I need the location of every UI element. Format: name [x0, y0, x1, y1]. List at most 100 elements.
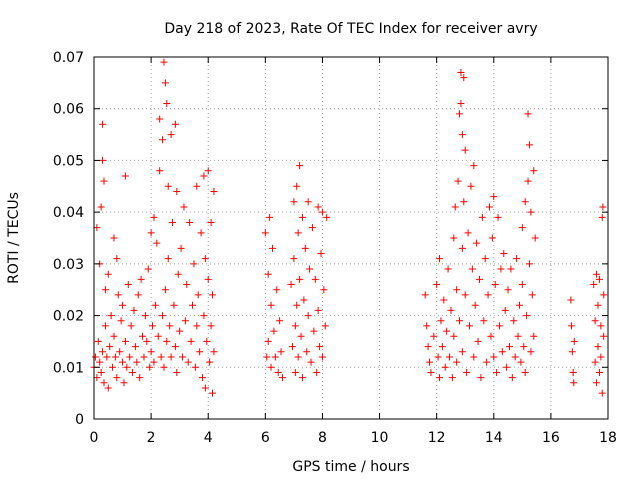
data-point	[293, 301, 301, 309]
data-point	[144, 265, 152, 273]
data-point	[591, 358, 599, 366]
data-point	[491, 281, 499, 289]
data-point	[456, 110, 464, 118]
data-point	[598, 213, 606, 221]
y-tick-label: 0.02	[53, 309, 84, 325]
data-point	[199, 374, 207, 382]
data-point	[500, 250, 508, 258]
data-point	[426, 358, 434, 366]
data-point	[99, 348, 107, 356]
data-point	[167, 353, 175, 361]
data-point	[100, 177, 108, 185]
data-point	[173, 187, 181, 195]
data-point	[518, 224, 526, 232]
data-point	[296, 275, 304, 283]
data-point	[569, 368, 577, 376]
data-point	[446, 353, 454, 361]
data-point	[147, 348, 155, 356]
data-point	[200, 312, 208, 320]
data-point	[193, 182, 201, 190]
data-point	[436, 374, 444, 382]
x-tick-label: 10	[371, 430, 389, 446]
data-point	[93, 374, 101, 382]
data-point	[453, 286, 461, 294]
data-point	[277, 348, 285, 356]
data-point	[267, 363, 275, 371]
data-point	[167, 131, 175, 139]
data-point	[493, 368, 501, 376]
data-point	[99, 120, 107, 128]
data-point	[494, 213, 502, 221]
data-point	[530, 332, 538, 340]
data-point	[270, 327, 278, 335]
data-point	[94, 337, 102, 345]
data-point	[590, 281, 598, 289]
data-point	[207, 218, 215, 226]
data-point	[598, 389, 606, 397]
data-point	[471, 301, 479, 309]
data-point	[303, 348, 311, 356]
data-point	[136, 374, 144, 382]
data-point	[140, 353, 148, 361]
data-point	[468, 265, 476, 273]
data-point	[461, 291, 469, 299]
data-point	[490, 353, 498, 361]
data-point	[570, 337, 578, 345]
data-point	[490, 193, 498, 201]
data-point	[268, 244, 276, 252]
y-tick-label: 0.06	[53, 102, 84, 118]
data-point	[447, 306, 455, 314]
data-point	[463, 368, 471, 376]
data-point	[170, 301, 178, 309]
data-point	[595, 275, 603, 283]
data-point	[434, 353, 442, 361]
data-point	[458, 131, 466, 139]
data-point	[161, 286, 169, 294]
data-point	[483, 358, 491, 366]
data-point	[159, 312, 167, 320]
data-point	[278, 374, 286, 382]
data-point	[467, 182, 475, 190]
data-point	[476, 275, 483, 283]
data-point	[520, 343, 528, 351]
data-point	[296, 162, 304, 170]
data-point	[440, 296, 448, 304]
x-tick-label: 14	[485, 430, 503, 446]
data-point	[161, 79, 169, 87]
data-point	[457, 100, 465, 108]
data-point	[97, 203, 105, 211]
data-point	[514, 332, 522, 340]
data-point	[201, 384, 209, 392]
data-point	[164, 182, 172, 190]
data-point	[487, 332, 495, 340]
data-point	[196, 348, 204, 356]
data-point	[126, 353, 134, 361]
data-point	[424, 343, 432, 351]
data-point	[131, 343, 139, 351]
axis-ticks	[93, 56, 609, 420]
data-point	[117, 317, 125, 325]
data-point	[528, 291, 536, 299]
data-point	[271, 353, 279, 361]
data-point	[458, 244, 466, 252]
data-point	[443, 327, 451, 335]
data-point	[530, 167, 538, 175]
data-point	[311, 275, 319, 283]
data-point	[433, 281, 441, 289]
data-point	[147, 229, 155, 237]
data-point	[133, 358, 141, 366]
data-point	[456, 317, 464, 325]
data-point	[504, 286, 512, 294]
data-point	[151, 301, 159, 309]
data-point	[150, 358, 158, 366]
data-point	[441, 363, 449, 371]
data-point	[288, 343, 296, 351]
data-point	[524, 110, 532, 118]
data-point	[107, 312, 115, 320]
data-point	[104, 270, 112, 278]
data-point	[139, 332, 147, 340]
data-point	[97, 368, 105, 376]
data-points	[90, 58, 608, 397]
data-point	[121, 172, 129, 180]
plot-frame	[93, 56, 609, 420]
